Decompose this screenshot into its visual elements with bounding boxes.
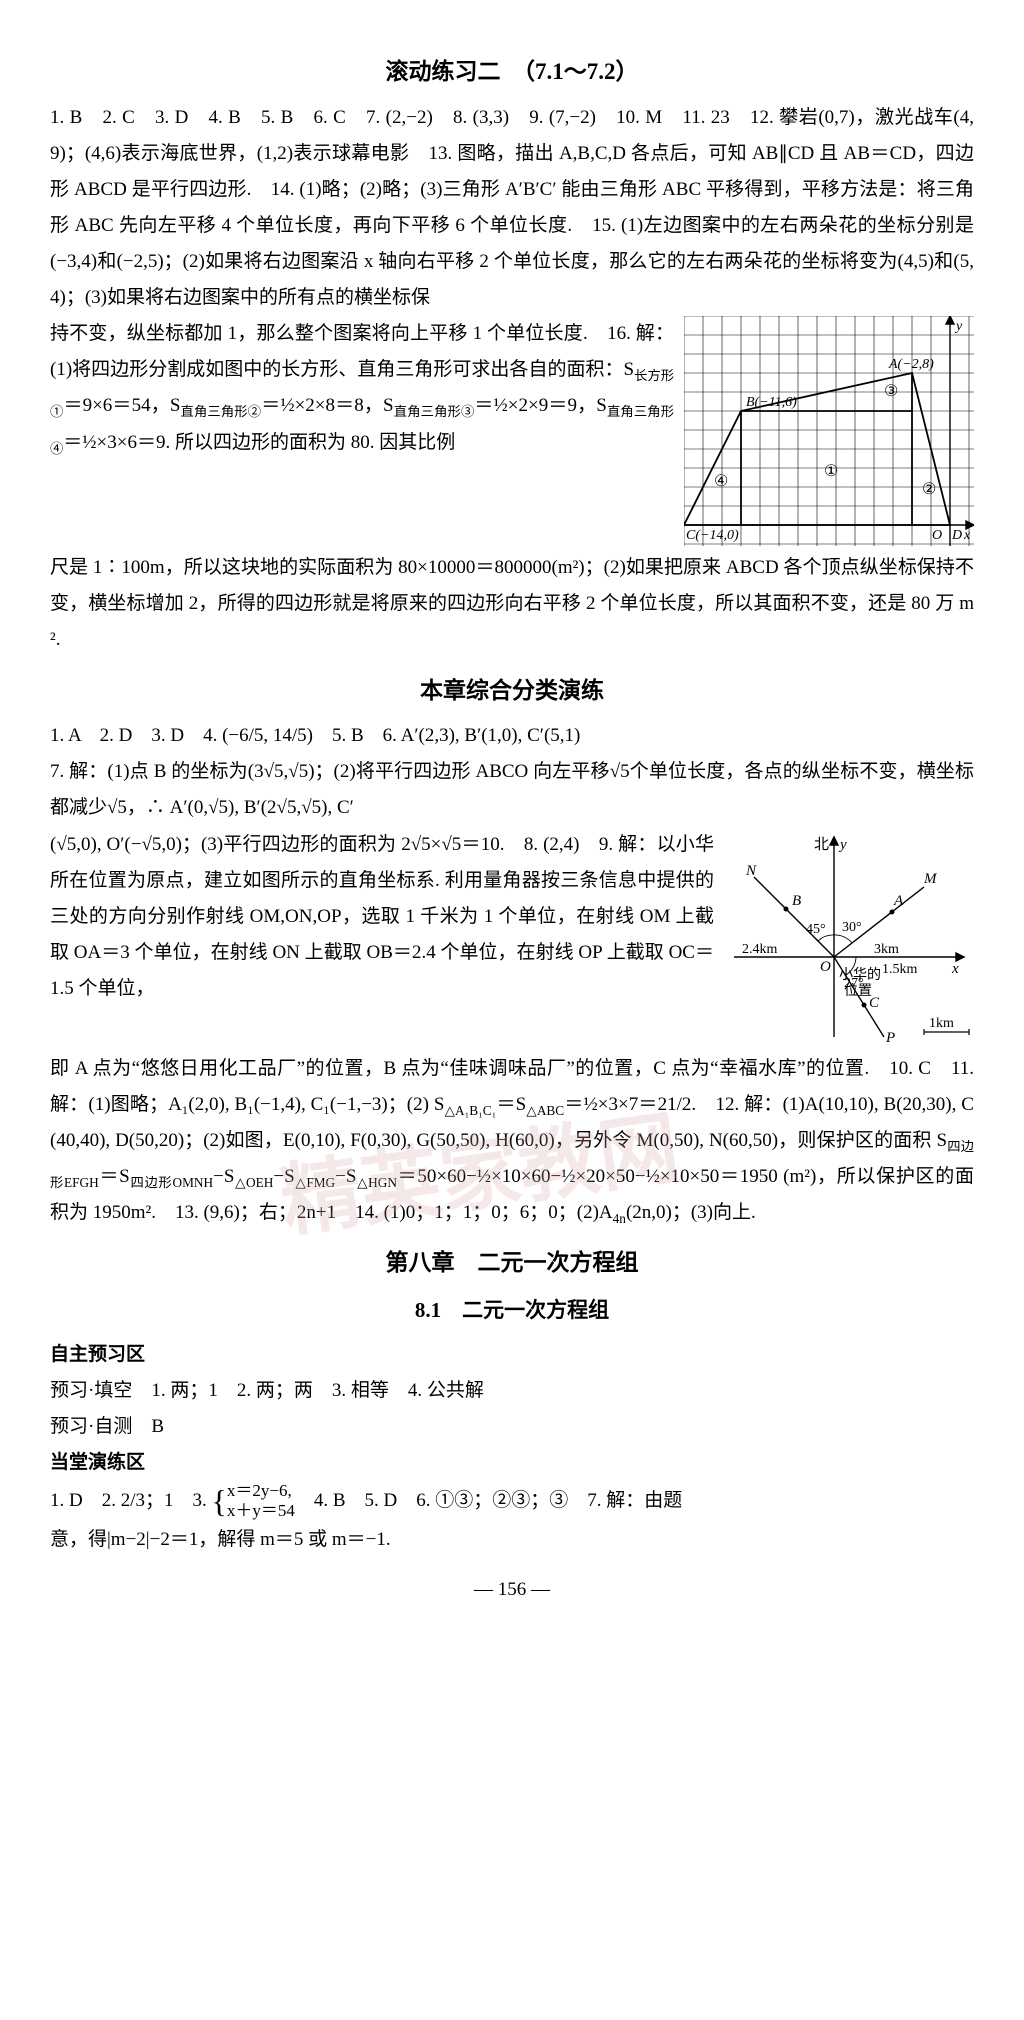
brace-icon: { xyxy=(212,1492,227,1511)
compass-A: A xyxy=(893,893,904,909)
class-line2: 意，得|m−2|−2＝1，解得 m＝5 或 m＝−1. xyxy=(50,1522,974,1558)
sub-omnh: 四边形OMNH xyxy=(130,1175,213,1190)
compass-y: y xyxy=(838,837,847,853)
compass-O: O xyxy=(820,959,831,975)
class-line1a: 1. D 2. 2/3；1 3. xyxy=(50,1490,212,1511)
heading-rolling-practice: 滚动练习二 （7.1～7.2） xyxy=(50,50,974,94)
class-label: 当堂演练区 xyxy=(50,1445,974,1481)
grid-label-A: A(−2,8) xyxy=(888,357,934,372)
paragraph-2c-withfig: N M P B A C 北 y x O 2.4km 3km 1.5km 45° … xyxy=(50,827,974,1051)
brace-top: x＝2y−6, xyxy=(227,1481,295,1501)
grid-label-y: y xyxy=(954,319,963,334)
sub-abc: △ABC xyxy=(526,1102,564,1117)
grid-label-1: ① xyxy=(824,463,838,480)
compass-a2: 30° xyxy=(842,920,862,935)
page-number: — 156 — xyxy=(50,1572,974,1608)
text-2d7: −S xyxy=(335,1166,356,1187)
grid-label-O: O xyxy=(932,528,942,543)
paragraph-2b: 7. 解：(1)点 B 的坐标为(3√5,√5)；(2)将平行四边形 ABCO … xyxy=(50,754,974,826)
sub-4n: 4n xyxy=(613,1211,626,1226)
heading-8-1: 8.1 二元一次方程组 xyxy=(50,1291,974,1331)
section-class: 当堂演练区 1. D 2. 2/3；1 3. {x＝2y−6,x＋y＝54 4.… xyxy=(50,1445,974,1558)
heading-chapter-review: 本章综合分类演练 xyxy=(50,669,974,713)
text-1c: 持不变，纵坐标都加 1，那么整个图案将向上平移 1 个单位长度. 16. 解：(… xyxy=(50,323,674,380)
compass-N: N xyxy=(745,863,757,879)
text-2d4: ＝S xyxy=(99,1166,130,1187)
brace-bot: x＋y＝54 xyxy=(227,1501,295,1521)
grid-label-C: C(−14,0) xyxy=(686,528,739,543)
sub-a1b1c1: △A₁B₁C₁ xyxy=(444,1102,496,1117)
text-1b: 11. 23 12. 攀岩(0,7)，激光战车(4,9)；(4,6)表示海底世界… xyxy=(50,107,974,308)
grid-label-D: D xyxy=(951,528,962,543)
heading-chapter8: 第八章 二元一次方程组 xyxy=(50,1241,974,1285)
brace-group: x＝2y−6,x＋y＝54 xyxy=(227,1481,295,1522)
sub-fmg: △FMG xyxy=(295,1175,335,1190)
text-2d2: ＝S xyxy=(496,1094,526,1115)
paragraph-1d: 尺是 1∶100m，所以这块地的实际面积为 80×10000＝800000(m²… xyxy=(50,550,974,658)
section-preview: 自主预习区 预习·填空 1. 两；1 2. 两；两 3. 相等 4. 公共解 预… xyxy=(50,1337,974,1445)
text-1c3: ＝½×2×8＝8，S xyxy=(261,395,393,416)
compass-B: B xyxy=(792,893,801,909)
compass-P: P xyxy=(885,1030,895,1046)
compass-d1: 2.4km xyxy=(742,942,778,957)
compass-north: 北 xyxy=(814,836,829,853)
sub-tri2: 直角三角形② xyxy=(180,404,261,419)
grid-label-x: x xyxy=(963,528,971,543)
paragraph-1a: 1. B 2. C 3. D 4. B 5. B 6. C 7. (2,−2) … xyxy=(50,100,974,317)
text-2c: (√5,0), O′(−√5,0)；(3)平行四边形的面积为 2√5×√5＝10… xyxy=(50,834,714,999)
text-2d5: −S xyxy=(213,1166,234,1187)
compass-origin-bot: 位置 xyxy=(844,983,872,999)
text-2d6: −S xyxy=(273,1166,294,1187)
preview-label: 自主预习区 xyxy=(50,1337,974,1373)
compass-d3: 1.5km xyxy=(882,962,918,977)
compass-origin-top2: 小华的 xyxy=(839,967,881,983)
compass-d2: 3km xyxy=(874,942,899,957)
compass-a1: 45° xyxy=(806,922,826,937)
paragraph-2a: 1. A 2. D 3. D 4. (−6/5, 14/5) 5. B 6. A… xyxy=(50,718,974,754)
compass-figure: N M P B A C 北 y x O 2.4km 3km 1.5km 45° … xyxy=(724,827,974,1047)
text-2d9: (2n,0)；(3)向上. xyxy=(626,1202,756,1223)
compass-x: x xyxy=(951,961,959,977)
preview-self: 预习·自测 B xyxy=(50,1409,974,1445)
preview-fill: 预习·填空 1. 两；1 2. 两；两 3. 相等 4. 公共解 xyxy=(50,1373,974,1409)
compass-scale: 1km xyxy=(929,1016,954,1031)
sub-tri3: 直角三角形③ xyxy=(394,404,475,419)
paragraph-1-withfig: A(−2,8) B(−11,6) C(−14,0) O D x y ① ② ③ … xyxy=(50,316,974,550)
text-1c2: ＝9×6＝54，S xyxy=(63,395,180,416)
grid-svg: A(−2,8) B(−11,6) C(−14,0) O D x y ① ② ③ … xyxy=(684,316,974,546)
compass-M: M xyxy=(923,871,938,887)
compass-svg: N M P B A C 北 y x O 2.4km 3km 1.5km 45° … xyxy=(724,827,974,1047)
sub-oeh: △OEH xyxy=(234,1175,273,1190)
text-1c5: ＝½×3×6＝9. 所以四边形的面积为 80. 因其比例 xyxy=(63,432,455,453)
class-line1b: 4. B 5. D 6. ①③；②③；③ 7. 解：由题 xyxy=(295,1490,682,1511)
class-line1: 1. D 2. 2/3；1 3. {x＝2y−6,x＋y＝54 4. B 5. … xyxy=(50,1481,974,1522)
text-1c4: ＝½×2×9＝9，S xyxy=(474,395,606,416)
grid-label-B: B(−11,6) xyxy=(746,395,797,410)
grid-figure: A(−2,8) B(−11,6) C(−14,0) O D x y ① ② ③ … xyxy=(684,316,974,546)
sub-hgn: △HGN xyxy=(356,1175,396,1190)
grid-label-3: ③ xyxy=(884,383,898,400)
grid-label-4: ④ xyxy=(714,473,728,490)
paragraph-2d: 即 A 点为“悠悠日用化工品厂”的位置，B 点为“佳味调味品厂”的位置，C 点为… xyxy=(50,1051,974,1231)
text-1a: 1. B 2. C 3. D 4. B 5. B 6. C 7. (2,−2) … xyxy=(50,107,682,128)
grid-label-2: ② xyxy=(922,481,936,498)
